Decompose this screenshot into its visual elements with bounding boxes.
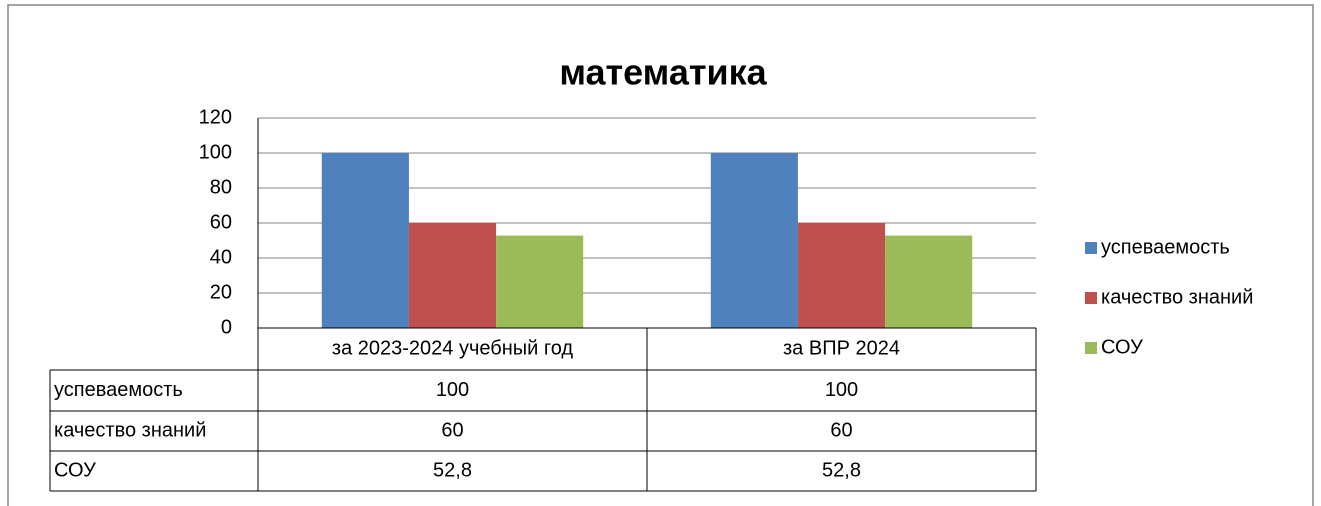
legend-label: СОУ (1101, 336, 1143, 358)
table-cell: 100 (436, 379, 469, 401)
legend-label: успеваемость (1101, 236, 1230, 258)
table-cell: 60 (830, 419, 852, 441)
bar (797, 223, 886, 328)
x-tick-label: за 2023-2024 учебный год (332, 337, 574, 359)
chart-frame (7, 4, 1314, 506)
bar (710, 153, 798, 328)
y-tick-label: 0 (221, 316, 232, 338)
table-cell: 52,8 (433, 459, 472, 481)
bar (885, 235, 973, 328)
table-row-label: успеваемость (54, 379, 183, 401)
legend-swatch (1085, 292, 1097, 304)
y-tick-label: 120 (199, 106, 232, 128)
bar (496, 235, 584, 328)
table-row-label: качество знаний (54, 419, 206, 441)
y-tick-label: 60 (210, 211, 232, 233)
x-tick-label: за ВПР 2024 (783, 337, 900, 359)
table-cell: 52,8 (822, 459, 861, 481)
y-tick-label: 20 (210, 281, 232, 303)
y-tick-label: 40 (210, 246, 232, 268)
table-cell: 60 (441, 419, 463, 441)
y-tick-label: 80 (210, 176, 232, 198)
table-row-label: СОУ (54, 459, 96, 481)
legend-swatch (1085, 242, 1097, 254)
chart-title: математика (559, 52, 767, 93)
bar (408, 223, 497, 328)
y-tick-label: 100 (199, 141, 232, 163)
table-cell: 100 (825, 379, 858, 401)
legend-swatch (1085, 342, 1097, 354)
legend-label: качество знаний (1101, 286, 1253, 308)
bar (321, 153, 409, 328)
